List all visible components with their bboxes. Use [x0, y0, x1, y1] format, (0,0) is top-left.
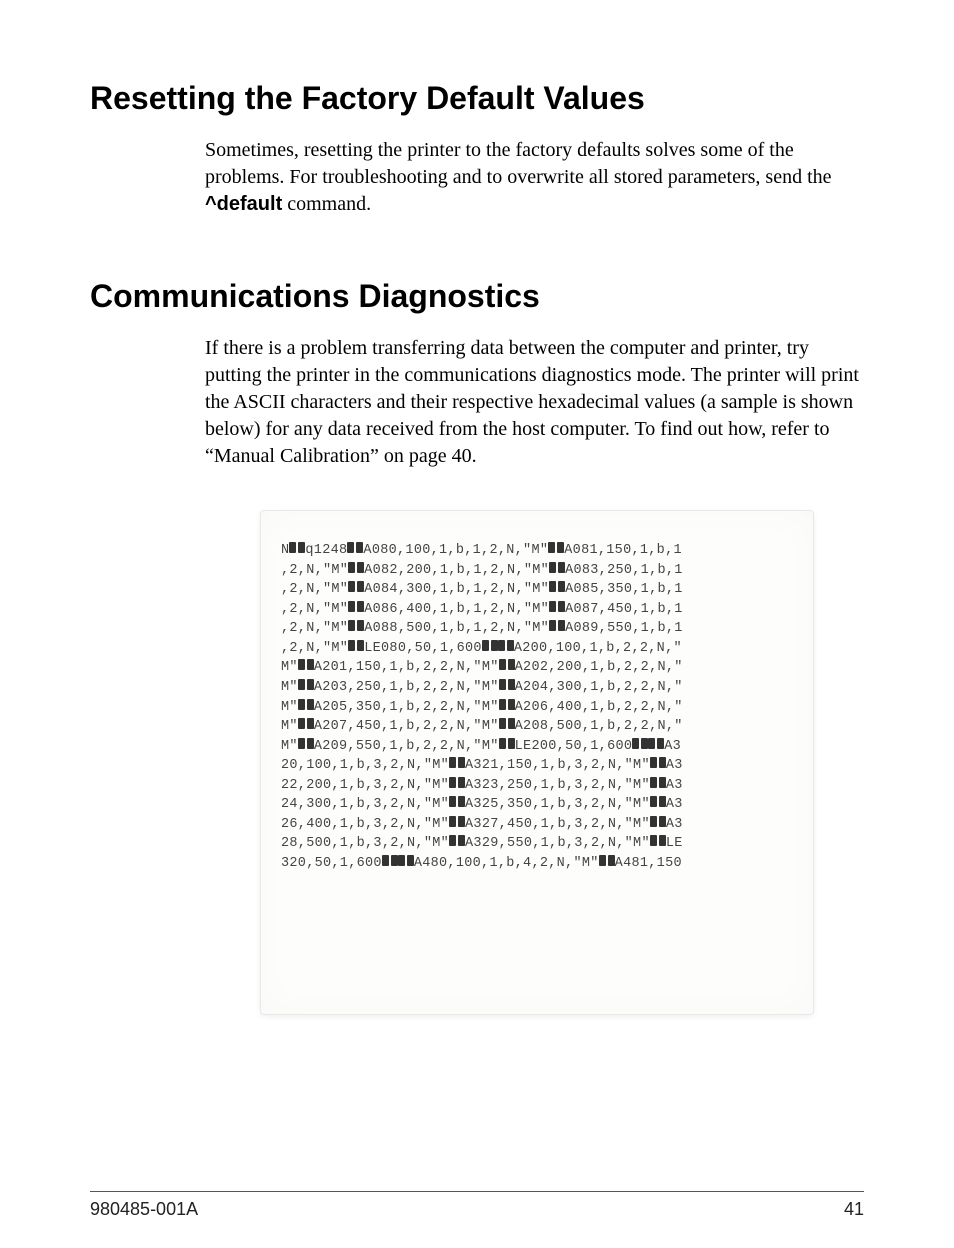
command-default: ^default — [205, 193, 282, 215]
diagnostic-printout-text: Nq1248A080,100,1,b,1,2,N,"M"A081,150,1,b… — [281, 541, 793, 874]
body-text-post: command. — [282, 193, 371, 215]
body-text-pre: Sometimes, resetting the printer to the … — [205, 139, 832, 188]
page-footer: 980485-001A 41 — [90, 1191, 864, 1220]
diagnostic-printout-sample: Nq1248A080,100,1,b,1,2,N,"M"A081,150,1,b… — [260, 510, 814, 1015]
footer-page-number: 41 — [844, 1199, 864, 1220]
heading-communications-diagnostics: Communications Diagnostics — [90, 278, 864, 315]
page-root: Resetting the Factory Default Values Som… — [0, 0, 954, 1248]
heading-reset-factory-defaults: Resetting the Factory Default Values — [90, 80, 864, 117]
footer-doc-number: 980485-001A — [90, 1199, 198, 1220]
body-reset-factory-defaults: Sometimes, resetting the printer to the … — [205, 137, 864, 218]
body-communications-diagnostics: If there is a problem transferring data … — [205, 335, 864, 470]
